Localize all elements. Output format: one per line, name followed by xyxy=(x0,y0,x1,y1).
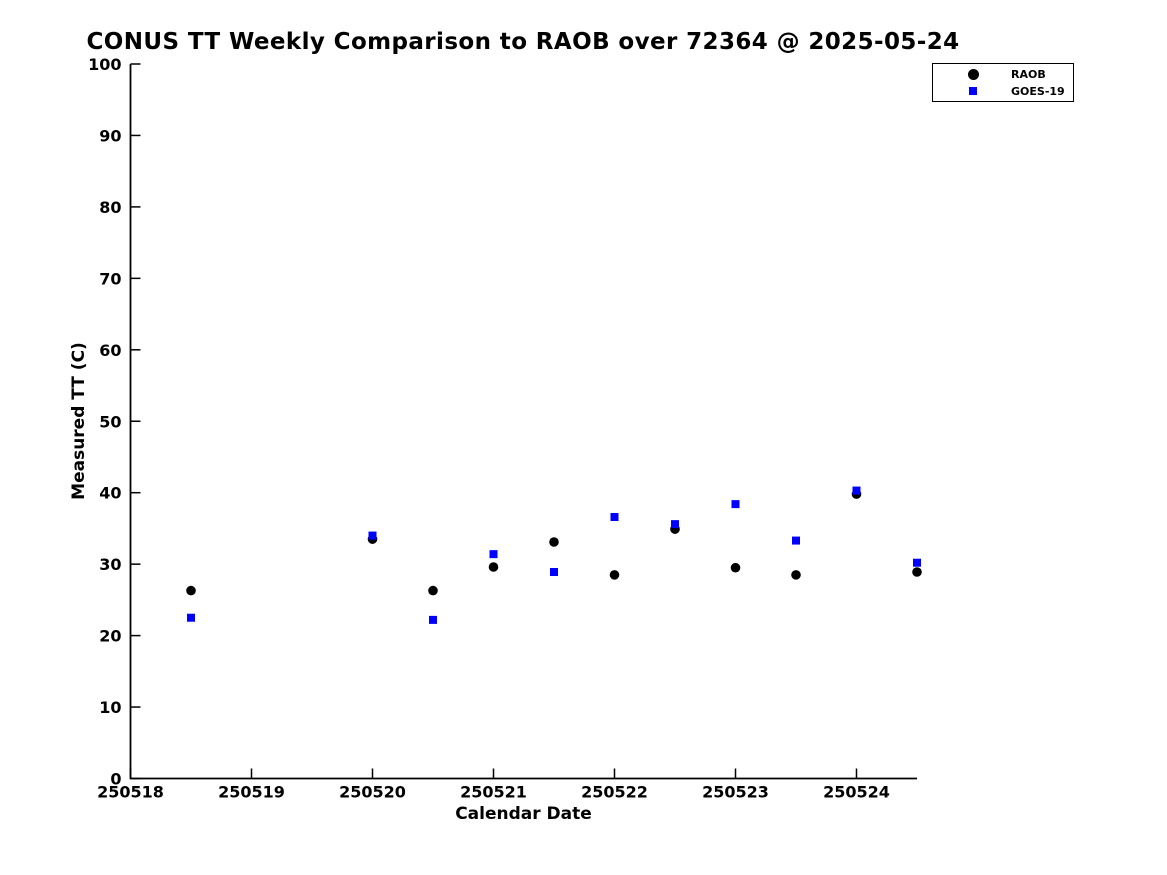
data-point-goes-19 xyxy=(489,550,498,559)
x-tick-label: 250519 xyxy=(218,783,285,802)
goes-19-marker-icon xyxy=(966,84,980,98)
data-point-goes-19 xyxy=(792,536,800,545)
data-point-raob xyxy=(186,585,196,596)
data-point-goes-19 xyxy=(429,615,437,624)
data-point-goes-19 xyxy=(610,512,619,521)
data-point-raob xyxy=(549,537,559,547)
data-point-goes-19 xyxy=(852,486,861,495)
x-tick-label: 250518 xyxy=(97,783,164,802)
data-point-raob xyxy=(730,562,741,573)
x-tick-label: 250520 xyxy=(339,783,406,802)
data-point-goes-19 xyxy=(550,568,558,577)
legend-label-raob: RAOB xyxy=(1011,67,1046,81)
y-tick-label: 30 xyxy=(99,555,121,574)
y-tick-label: 50 xyxy=(99,412,121,431)
x-tick-label: 250523 xyxy=(702,783,769,802)
circle-marker-glyph xyxy=(967,68,979,80)
raob-marker-icon xyxy=(966,67,980,81)
data-point-goes-19 xyxy=(913,558,921,567)
data-point-goes-19 xyxy=(671,520,679,529)
axes-spines xyxy=(129,64,917,780)
data-point-goes-19 xyxy=(731,500,740,509)
data-point-raob xyxy=(428,585,438,596)
x-tick-label: 250521 xyxy=(460,783,527,802)
x-tick-label: 250522 xyxy=(581,783,648,802)
data-point-raob xyxy=(791,570,801,580)
legend: RAOB GOES-19 xyxy=(932,63,1074,102)
data-point-raob xyxy=(912,567,922,577)
data-point-goes-19 xyxy=(187,613,195,622)
legend-row-goes-19: GOES-19 xyxy=(933,84,1073,98)
y-tick-label: 70 xyxy=(99,269,121,288)
y-axis-label: Measured TT (C) xyxy=(69,342,89,500)
data-point-raob xyxy=(488,562,499,572)
legend-row-raob: RAOB xyxy=(933,67,1073,81)
y-tick-label: 20 xyxy=(99,627,121,646)
y-tick-label: 80 xyxy=(99,198,121,217)
y-tick-label: 40 xyxy=(99,484,121,503)
legend-label-goes-19: GOES-19 xyxy=(1011,84,1065,98)
y-tick-label: 100 xyxy=(88,55,121,74)
data-point-goes-19 xyxy=(368,531,377,540)
y-tick-label: 60 xyxy=(99,341,121,360)
x-tick-label: 250524 xyxy=(823,783,890,802)
x-axis-label: Calendar Date xyxy=(455,804,592,824)
y-tick-label: 10 xyxy=(99,698,121,717)
y-tick-label: 0 xyxy=(110,770,121,789)
data-point-raob xyxy=(609,570,620,580)
chart-title: CONUS TT Weekly Comparison to RAOB over … xyxy=(86,29,960,55)
square-marker-glyph xyxy=(969,87,977,95)
y-tick-label: 90 xyxy=(99,126,121,145)
